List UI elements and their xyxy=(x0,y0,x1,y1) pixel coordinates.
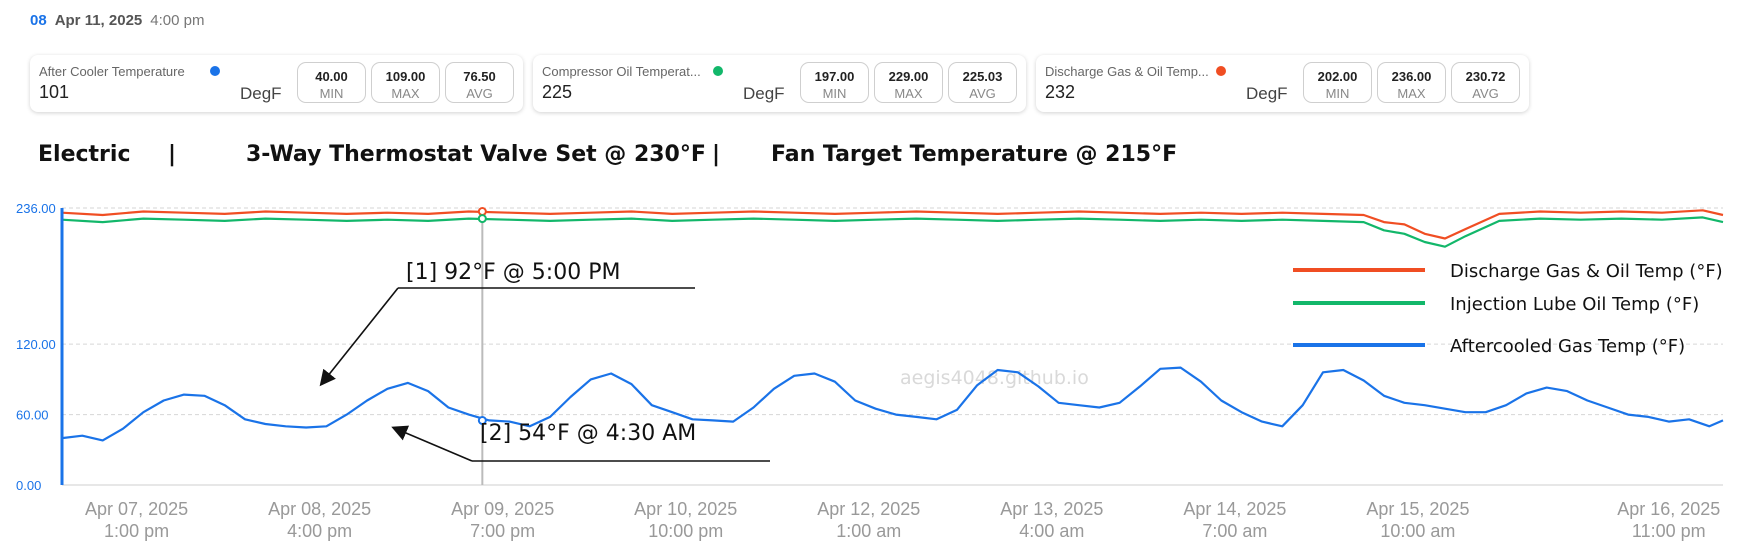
header-time: 4:00 pm xyxy=(150,12,205,29)
x-tick-time: 11:00 pm xyxy=(1632,521,1706,541)
min-badge: 197.00 MIN xyxy=(800,62,869,103)
avg-value: 225.03 xyxy=(962,69,1003,84)
card-title: After Cooler Temperature xyxy=(39,64,185,79)
header-bar: 08 Apr 11, 2025 4:00 pm xyxy=(30,12,204,29)
annotation-label-1: [1] 92°F @ 5:00 PM xyxy=(406,260,620,285)
min-badge: 202.00 MIN xyxy=(1303,62,1372,103)
x-tick-date: Apr 13, 2025 xyxy=(1000,499,1103,519)
x-tick-time: 7:00 am xyxy=(1202,521,1267,541)
min-value: 197.00 xyxy=(814,69,855,84)
min-value: 202.00 xyxy=(1317,69,1358,84)
max-label: MAX xyxy=(894,86,923,101)
avg-badge: 225.03 AVG xyxy=(948,62,1017,103)
x-tick-date: Apr 15, 2025 xyxy=(1366,499,1469,519)
cursor-point xyxy=(477,415,487,425)
y-axis-ticks: 0.00 60.00 120.00 236.00 xyxy=(16,201,56,493)
avg-label: AVG xyxy=(1472,86,1499,101)
x-tick-time: 10:00 am xyxy=(1380,521,1455,541)
max-label: MAX xyxy=(391,86,420,101)
card-value: 225 xyxy=(542,82,573,102)
max-badge: 236.00 MAX xyxy=(1377,62,1446,103)
annotation-label-2: [2] 54°F @ 4:30 AM xyxy=(480,421,696,446)
series-color-dot xyxy=(1216,66,1226,76)
min-value: 40.00 xyxy=(315,69,348,84)
card-unit: DegF xyxy=(1246,84,1288,103)
avg-label: AVG xyxy=(969,86,996,101)
series-color-dot xyxy=(210,66,220,76)
card-value: 101 xyxy=(39,82,70,102)
x-tick-date: Apr 12, 2025 xyxy=(817,499,920,519)
min-label: MIN xyxy=(1325,86,1350,101)
annotation-arrow-2 xyxy=(391,425,473,462)
annotation-arrow-1 xyxy=(319,287,399,387)
x-tick-date: Apr 16, 2025 xyxy=(1617,499,1720,519)
legend-label: Injection Lube Oil Temp (°F) xyxy=(1450,294,1699,315)
x-tick-date: Apr 08, 2025 xyxy=(268,499,371,519)
x-tick-time: 4:00 am xyxy=(1019,521,1084,541)
cursor-point xyxy=(477,214,487,224)
avg-badge: 76.50 AVG xyxy=(445,62,514,103)
metric-card-discharge-gas[interactable]: Discharge Gas & Oil Temp... 232 DegF 202… xyxy=(1036,55,1529,112)
header-date: Apr 11, 2025 xyxy=(54,12,143,29)
max-value: 229.00 xyxy=(888,69,929,84)
metric-cards: After Cooler Temperature 101 DegF 40.00 M… xyxy=(30,55,1529,112)
card-title: Compressor Oil Temperat... xyxy=(542,64,701,79)
chart-series xyxy=(61,207,1724,442)
series-line-aftercooled-gas-temp-f xyxy=(61,366,1724,442)
legend-label: Discharge Gas & Oil Temp (°F) xyxy=(1450,261,1723,282)
heading-separator-2: | xyxy=(712,142,721,167)
min-label: MIN xyxy=(822,86,847,101)
metric-card-after-cooler[interactable]: After Cooler Temperature 101 DegF 40.00 M… xyxy=(30,55,523,112)
card-unit: DegF xyxy=(743,84,785,103)
legend-label: Aftercooled Gas Temp (°F) xyxy=(1450,336,1685,357)
x-tick-time: 7:00 pm xyxy=(470,521,535,541)
x-tick-date: Apr 14, 2025 xyxy=(1183,499,1286,519)
max-label: MAX xyxy=(1397,86,1426,101)
y-tick-label: 60.00 xyxy=(16,408,49,423)
max-badge: 229.00 MAX xyxy=(874,62,943,103)
y-tick-label: 120.00 xyxy=(16,337,56,352)
y-tick-label: 236.00 xyxy=(16,201,56,216)
x-tick-time: 4:00 pm xyxy=(287,521,352,541)
avg-value: 76.50 xyxy=(463,69,496,84)
series-color-dot xyxy=(713,66,723,76)
chart-legend: Discharge Gas & Oil Temp (°F) Injection L… xyxy=(1293,261,1723,357)
card-unit: DegF xyxy=(240,84,282,103)
cursor-point xyxy=(477,207,487,217)
card-value: 232 xyxy=(1045,82,1076,102)
series-line-discharge-gas-oil-temp-f xyxy=(61,209,1724,240)
x-tick-time: 1:00 am xyxy=(836,521,901,541)
heading-fan-target: Fan Target Temperature @ 215°F xyxy=(771,142,1178,167)
min-label: MIN xyxy=(319,86,344,101)
chart-grid xyxy=(62,207,1723,486)
max-value: 236.00 xyxy=(1391,69,1432,84)
x-tick-date: Apr 10, 2025 xyxy=(634,499,737,519)
max-badge: 109.00 MAX xyxy=(371,62,440,103)
avg-label: AVG xyxy=(466,86,493,101)
heading-separator-1: | xyxy=(168,142,177,167)
x-tick-date: Apr 07, 2025 xyxy=(85,499,188,519)
watermark-text: aegis4048.github.io xyxy=(900,367,1089,389)
min-badge: 40.00 MIN xyxy=(297,62,366,103)
heading-valve-set: 3-Way Thermostat Valve Set @ 230°F xyxy=(246,142,706,167)
avg-badge: 230.72 AVG xyxy=(1451,62,1520,103)
avg-value: 230.72 xyxy=(1465,69,1506,84)
max-value: 109.00 xyxy=(385,69,426,84)
x-tick-date: Apr 09, 2025 xyxy=(451,499,554,519)
y-tick-label: 0.00 xyxy=(16,478,41,493)
card-title: Discharge Gas & Oil Temp... xyxy=(1045,64,1209,79)
chart-annotations: [1] 92°F @ 5:00 PM [2] 54°F @ 4:30 AM xyxy=(319,260,770,462)
x-tick-time: 1:00 pm xyxy=(104,521,169,541)
metric-card-compressor-oil[interactable]: Compressor Oil Temperat... 225 DegF 197.… xyxy=(533,55,1026,112)
x-tick-time: 10:00 pm xyxy=(648,521,723,541)
series-line-injection-lube-oil-temp-f xyxy=(61,216,1724,248)
header-index: 08 xyxy=(30,12,47,29)
heading-electric: Electric xyxy=(38,142,131,167)
